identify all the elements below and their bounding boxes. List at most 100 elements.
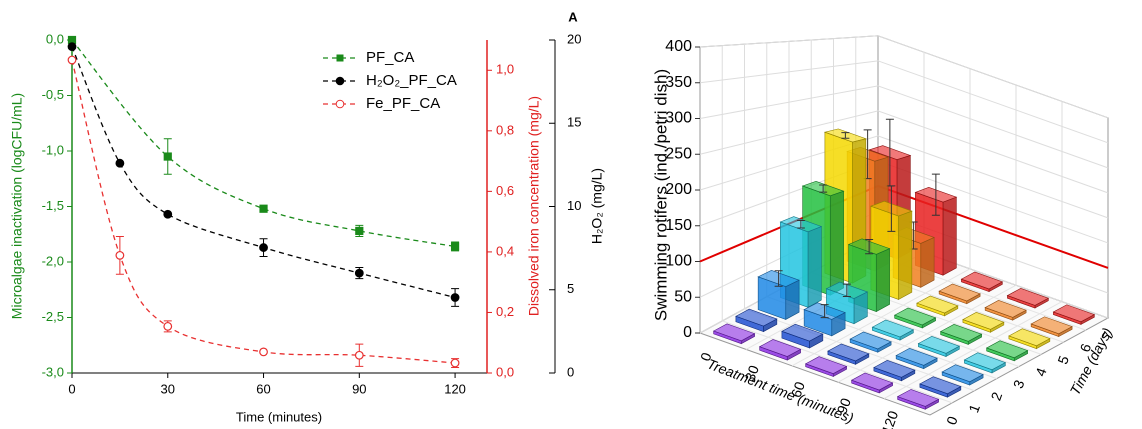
marker (354, 268, 364, 278)
y2-tick-label: 0,0 (496, 364, 514, 379)
bar-top (985, 340, 1029, 359)
y2-tick-label: 0,8 (496, 122, 514, 137)
bar-top (960, 271, 1004, 290)
series-line (71, 46, 456, 299)
y-tick-label: -0,5 (42, 87, 64, 102)
marker (355, 226, 364, 236)
bar-top (939, 324, 983, 342)
y3-tick-label: 5 (567, 281, 574, 296)
marker (450, 293, 460, 302)
bar-top (827, 343, 870, 362)
x-tick-label: 90 (352, 381, 366, 396)
bar-face (898, 210, 913, 300)
error-bar (820, 304, 829, 319)
y3-tick-label: 10 (567, 198, 581, 213)
marker (67, 42, 77, 52)
y3d-tick-label: 2 (988, 390, 1006, 403)
grid-line (699, 35, 1109, 119)
error-bar (796, 219, 805, 229)
x3d-tick-label: 120 (878, 408, 901, 429)
floor-grid (791, 268, 971, 367)
bar-face (785, 279, 800, 320)
bar-top (917, 336, 961, 354)
error-bar (865, 238, 874, 255)
x-tick-label: 120 (444, 381, 466, 396)
y3-tick-label: 0 (567, 364, 574, 379)
marker (115, 250, 125, 260)
bar-top (873, 359, 916, 378)
bar-top (1052, 304, 1096, 323)
bar-top (919, 376, 962, 395)
error-bar (887, 185, 896, 232)
marker (354, 350, 364, 360)
grid-line (699, 60, 1109, 144)
marker (259, 204, 268, 213)
z-tick-label: 200 (665, 181, 692, 198)
grid-line (699, 85, 1109, 169)
bar-top (938, 283, 981, 302)
bar-face (920, 236, 935, 288)
x3d-tick-label: 60 (788, 379, 808, 399)
x-tick-label: 0 (68, 381, 75, 396)
bar-face (942, 196, 957, 276)
marker (259, 243, 268, 252)
series-line (71, 39, 456, 248)
y3d-tick-label: 5 (1054, 353, 1072, 366)
legend-marker (335, 99, 345, 109)
bar-top (962, 312, 1005, 330)
z-tick-label: 250 (665, 145, 692, 162)
bar-top (1008, 328, 1051, 347)
bar-top (1006, 288, 1050, 306)
z-tick-label: 350 (665, 74, 692, 91)
y3-tick-label: 20 (567, 31, 581, 46)
bar-top (781, 323, 824, 342)
bar-top (984, 300, 1027, 318)
bar-top (893, 307, 937, 326)
bar-top (712, 323, 756, 342)
z-tick-label: 300 (665, 110, 692, 127)
y2-axis-title: Dissolved iron concentration (mg/L) (526, 96, 542, 316)
y-tick-label: -1,0 (42, 142, 64, 157)
y3d-tick-label: 3 (1010, 378, 1028, 391)
y3-tick-label: 15 (567, 115, 581, 130)
floor-grid (744, 308, 975, 392)
bar-face (807, 226, 822, 308)
panel-label: A (568, 9, 578, 24)
marker (259, 347, 268, 357)
floor-grid (722, 320, 953, 404)
y3d-tick-label: 0 (943, 414, 961, 427)
z-tick-label: 150 (665, 217, 692, 234)
marker (450, 242, 460, 251)
marker (163, 209, 173, 219)
y-tick-label: -1,5 (42, 198, 64, 213)
floor-grid (837, 284, 1017, 383)
legend-marker (335, 76, 345, 86)
legend-label: Fe_PF_CA (366, 95, 440, 112)
y3d-tick-label: 1 (965, 402, 983, 415)
y-tick-label: -2,0 (42, 253, 64, 268)
y2-tick-label: 0,2 (496, 304, 514, 319)
error-bar (931, 173, 940, 216)
marker (163, 321, 173, 331)
z-tick-label: 100 (665, 253, 692, 270)
bar-face (875, 248, 890, 313)
error-bar (841, 132, 850, 139)
legend-label: PF_CA (366, 49, 414, 66)
floor-grid (883, 301, 1063, 400)
marker (115, 158, 125, 168)
bar-top (1030, 316, 1073, 335)
bar-top (941, 364, 984, 383)
y-tick-label: 0,0 (46, 31, 64, 46)
z-tick-label: 0 (683, 324, 692, 341)
z-tick-label: 50 (674, 288, 692, 305)
grid-line (699, 110, 1109, 194)
marker (67, 55, 77, 65)
y2-tick-label: 0,6 (496, 183, 514, 198)
grid-line (699, 135, 1109, 219)
legend-label: H₂O₂_PF_CA (366, 72, 457, 89)
bar-top (758, 339, 802, 357)
bar-top (804, 356, 848, 374)
y2-tick-label: 1,0 (496, 62, 514, 77)
legend-marker (336, 54, 344, 62)
